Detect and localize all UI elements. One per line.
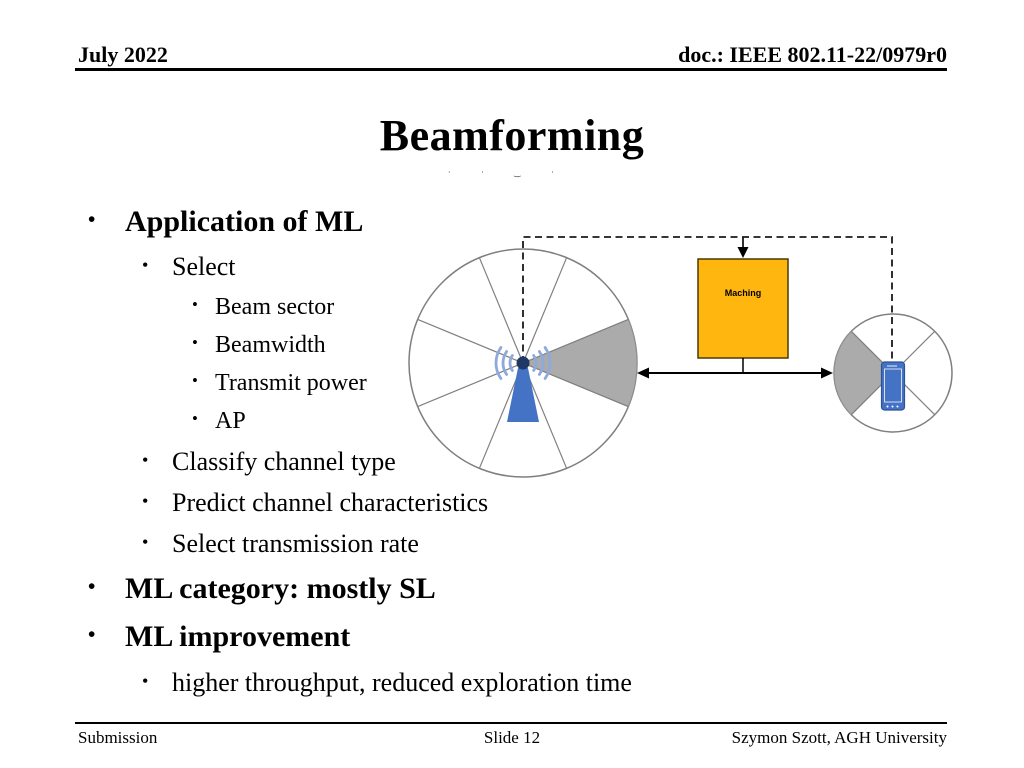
ap-selected-beam-sector: [521, 318, 638, 408]
bullet-text: Application of ML: [125, 205, 364, 238]
footer-author: Szymon Szott, AGH University: [731, 728, 947, 747]
ml-box: [698, 259, 788, 358]
bullet-ap: • AP: [0, 407, 760, 435]
exchange-arrow-left-head: [637, 367, 649, 379]
bullet-ml-category: • ML category: mostly SL: [0, 571, 760, 606]
bullet-glyph: •: [192, 333, 198, 353]
bullet-text: ML category: mostly SL: [125, 572, 436, 605]
footer-rule: [75, 722, 947, 724]
antenna-center-dot: [516, 356, 530, 370]
bullet-glyph: •: [88, 573, 96, 598]
header-rule: [75, 68, 947, 71]
exchange-arrow-right-head: [821, 367, 833, 379]
bullet-text: AP: [215, 408, 246, 434]
footer-slide-number: Slide 12: [483, 728, 541, 747]
bullet-text: Beamwidth: [215, 332, 326, 358]
bullet-glyph: •: [192, 371, 198, 391]
ml-box-label: Maching: [725, 288, 762, 298]
bullet-text: higher throughput, reduced exploration t…: [172, 668, 632, 697]
bullet-application-of-ml: • Application of ML: [0, 204, 760, 239]
bullet-glyph: •: [142, 254, 149, 275]
bullet-glyph: •: [142, 670, 149, 691]
bullet-select-transmission-rate: • Select transmission rate: [0, 529, 760, 560]
bullet-predict-channel-characteristics: • Predict channel characteristics: [0, 488, 760, 519]
bullet-ml-improvement: • ML improvement: [0, 619, 760, 654]
header-doc-number: doc.: IEEE 802.11-22/0979r0: [678, 42, 947, 67]
bullet-classify-channel-type: • Classify channel type: [0, 447, 760, 478]
feedback-dashed-path: [522, 236, 893, 363]
subtitle-tiny-text-marks: · · ‿ ·: [448, 168, 568, 177]
bullet-glyph: •: [192, 409, 198, 429]
bullet-glyph: •: [142, 531, 149, 552]
bullet-text: Transmit power: [215, 370, 367, 396]
footer-submission: Submission: [78, 728, 158, 747]
bullet-text: Classify channel type: [172, 447, 396, 476]
bullet-glyph: •: [142, 449, 149, 470]
phone-icon: [880, 361, 906, 411]
wifi-arcs-icon: [494, 346, 552, 380]
beamforming-diagram: Maching: [408, 236, 953, 478]
bullet-text: Beam sector: [215, 294, 335, 320]
bullet-text: Predict channel characteristics: [172, 488, 489, 517]
bullet-select: • Select: [0, 252, 760, 283]
bullet-beamwidth: • Beamwidth: [0, 331, 760, 359]
header-date: July 2022: [78, 42, 168, 67]
bullet-glyph: •: [142, 490, 149, 511]
ml-box-input-arrowhead: [737, 247, 749, 258]
bullet-beam-sector: • Beam sector: [0, 293, 760, 321]
bullet-text: Select: [172, 252, 236, 281]
bullet-text: ML improvement: [125, 620, 351, 653]
bullet-text: Select transmission rate: [172, 529, 419, 558]
bullet-glyph: •: [192, 295, 198, 315]
bullet-higher-throughput: • higher throughput, reduced exploration…: [0, 668, 760, 699]
antenna-icon: [507, 368, 539, 422]
slide-title: Beamforming: [379, 111, 645, 160]
station-beam-sector: [833, 330, 894, 416]
bullet-transmit-power: • Transmit power: [0, 369, 760, 397]
bullet-glyph: •: [88, 621, 96, 646]
bullet-glyph: •: [88, 206, 96, 231]
